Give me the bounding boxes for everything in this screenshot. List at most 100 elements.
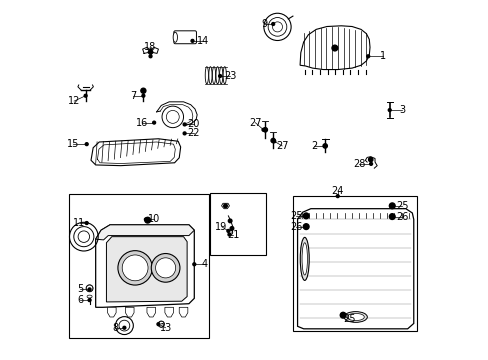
Circle shape xyxy=(390,204,393,207)
Ellipse shape xyxy=(223,67,226,84)
FancyBboxPatch shape xyxy=(174,31,196,44)
Circle shape xyxy=(228,219,231,223)
Polygon shape xyxy=(96,225,194,240)
Circle shape xyxy=(142,94,144,97)
Text: 26: 26 xyxy=(290,222,302,231)
Text: 11: 11 xyxy=(73,218,85,228)
Ellipse shape xyxy=(300,237,308,280)
Text: 19: 19 xyxy=(215,222,227,231)
Circle shape xyxy=(340,312,346,318)
Text: 27: 27 xyxy=(275,141,288,151)
Text: 25: 25 xyxy=(290,211,302,221)
Text: 21: 21 xyxy=(226,230,239,239)
Circle shape xyxy=(122,255,148,281)
Circle shape xyxy=(304,215,307,217)
Circle shape xyxy=(166,111,179,123)
Text: 10: 10 xyxy=(148,215,160,224)
Circle shape xyxy=(148,50,152,54)
Polygon shape xyxy=(297,209,413,329)
Circle shape xyxy=(366,55,369,58)
Circle shape xyxy=(227,233,230,236)
Circle shape xyxy=(270,138,275,143)
Circle shape xyxy=(369,162,372,165)
Circle shape xyxy=(304,225,307,228)
Circle shape xyxy=(218,75,221,77)
Circle shape xyxy=(223,204,227,208)
Ellipse shape xyxy=(87,295,92,298)
Circle shape xyxy=(158,321,164,327)
Circle shape xyxy=(341,314,344,317)
Circle shape xyxy=(157,323,160,325)
Ellipse shape xyxy=(212,67,215,84)
Polygon shape xyxy=(147,307,155,317)
Circle shape xyxy=(272,140,275,143)
Polygon shape xyxy=(91,139,180,166)
Circle shape xyxy=(388,214,394,220)
Ellipse shape xyxy=(208,67,212,84)
Circle shape xyxy=(263,128,267,132)
Circle shape xyxy=(141,88,145,93)
Circle shape xyxy=(267,18,286,36)
Text: 3: 3 xyxy=(398,105,405,115)
Polygon shape xyxy=(106,237,187,302)
Bar xyxy=(69,194,208,338)
Text: 14: 14 xyxy=(197,36,209,46)
Text: 23: 23 xyxy=(224,71,236,81)
Circle shape xyxy=(144,217,150,223)
Circle shape xyxy=(323,144,326,148)
Text: 9: 9 xyxy=(261,19,267,29)
Circle shape xyxy=(152,121,155,124)
Circle shape xyxy=(390,215,393,218)
Circle shape xyxy=(85,143,88,145)
Text: 6: 6 xyxy=(77,295,83,305)
Circle shape xyxy=(151,253,180,282)
Circle shape xyxy=(118,251,152,285)
Polygon shape xyxy=(96,225,194,307)
Text: 16: 16 xyxy=(136,118,148,128)
Circle shape xyxy=(368,157,372,162)
Text: 2: 2 xyxy=(311,141,317,151)
Text: 27: 27 xyxy=(248,118,261,128)
Polygon shape xyxy=(179,307,187,317)
Circle shape xyxy=(88,299,91,302)
Circle shape xyxy=(84,94,87,97)
Ellipse shape xyxy=(205,67,208,84)
Circle shape xyxy=(158,321,164,327)
Circle shape xyxy=(88,288,91,291)
Text: 4: 4 xyxy=(202,259,208,269)
Text: 25: 25 xyxy=(395,201,407,211)
Text: 20: 20 xyxy=(187,120,200,129)
Circle shape xyxy=(226,229,229,232)
Circle shape xyxy=(303,224,308,229)
Text: 13: 13 xyxy=(159,323,171,333)
Text: 24: 24 xyxy=(331,186,343,197)
Text: 28: 28 xyxy=(352,159,365,169)
Text: 1: 1 xyxy=(379,51,385,61)
Text: 22: 22 xyxy=(187,129,200,138)
Circle shape xyxy=(331,45,337,51)
Circle shape xyxy=(119,320,129,331)
Circle shape xyxy=(183,123,185,126)
Circle shape xyxy=(86,285,93,292)
Text: 7: 7 xyxy=(130,91,136,101)
Circle shape xyxy=(272,22,282,32)
Circle shape xyxy=(271,23,274,26)
Circle shape xyxy=(85,222,88,225)
Circle shape xyxy=(122,326,125,329)
Circle shape xyxy=(303,213,308,219)
Ellipse shape xyxy=(219,67,223,84)
Polygon shape xyxy=(300,26,369,69)
Circle shape xyxy=(387,109,390,112)
Ellipse shape xyxy=(344,312,366,322)
Ellipse shape xyxy=(216,67,219,84)
Ellipse shape xyxy=(173,32,177,42)
Circle shape xyxy=(191,40,194,42)
Polygon shape xyxy=(221,203,229,209)
Circle shape xyxy=(144,218,147,221)
Circle shape xyxy=(388,203,394,209)
Bar xyxy=(210,193,265,255)
Text: 8: 8 xyxy=(112,323,118,333)
Circle shape xyxy=(262,129,264,131)
Circle shape xyxy=(336,195,339,198)
Polygon shape xyxy=(164,307,173,317)
